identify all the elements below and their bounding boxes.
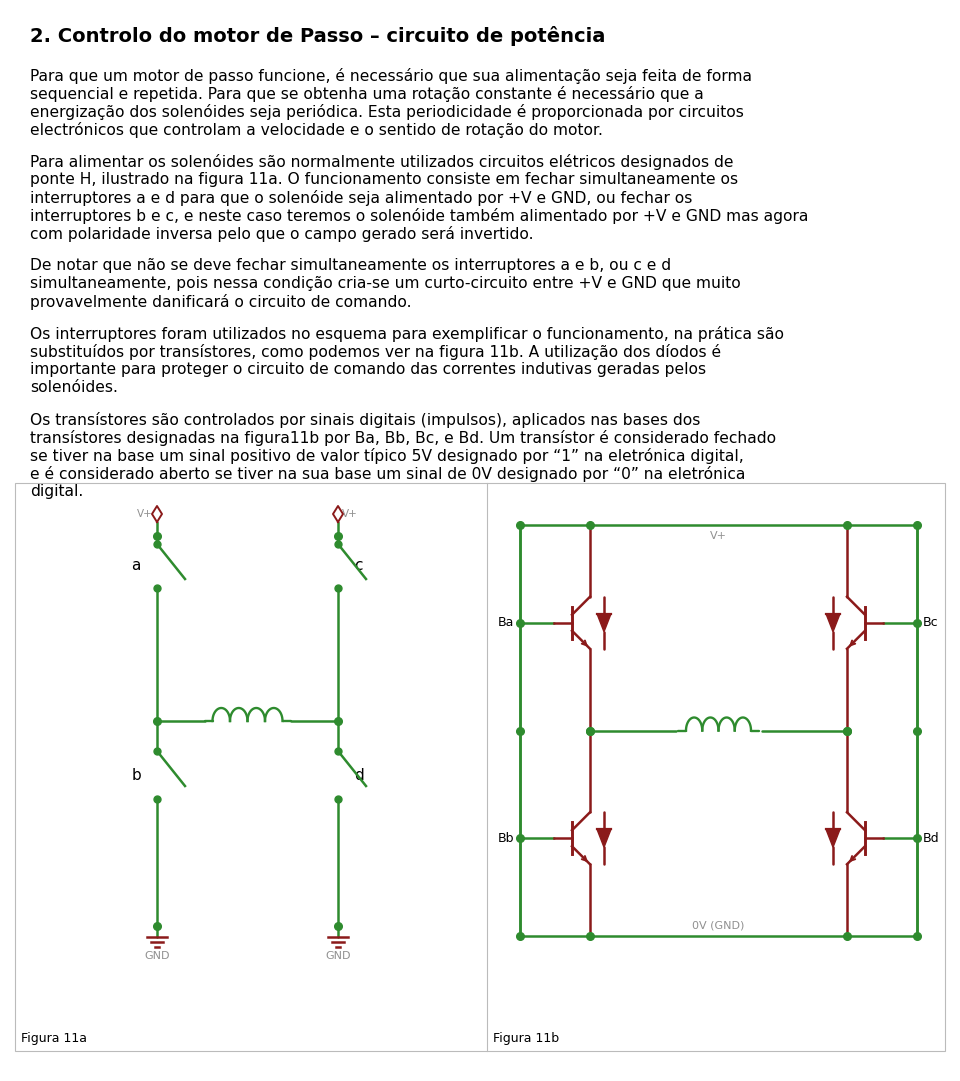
- Text: solenóides.: solenóides.: [30, 381, 118, 395]
- Text: Bb: Bb: [497, 831, 514, 844]
- Text: Para que um motor de passo funcione, é necessário que sua alimentação seja feita: Para que um motor de passo funcione, é n…: [30, 68, 752, 84]
- Text: e é considerado aberto se tiver na sua base um sinal de 0V designado por “0” na : e é considerado aberto se tiver na sua b…: [30, 466, 745, 482]
- Text: Figura 11b: Figura 11b: [493, 1032, 559, 1045]
- Polygon shape: [826, 614, 840, 631]
- Text: interruptores b e c, e neste caso teremos o solenóide também alimentado por +V e: interruptores b e c, e neste caso teremo…: [30, 208, 808, 224]
- Text: interruptores a e d para que o solenóide seja alimentado por +V e GND, ou fechar: interruptores a e d para que o solenóide…: [30, 190, 692, 206]
- Polygon shape: [597, 614, 611, 631]
- Text: Os transístores são controlados por sinais digitais (impulsos), aplicados nas ba: Os transístores são controlados por sina…: [30, 412, 701, 428]
- Text: V+: V+: [342, 509, 358, 519]
- Text: Ba: Ba: [497, 616, 514, 629]
- Text: GND: GND: [325, 951, 350, 961]
- Text: De notar que não se deve fechar simultaneamente os interruptores a e b, ou c e d: De notar que não se deve fechar simultan…: [30, 258, 671, 273]
- Text: Figura 11a: Figura 11a: [21, 1032, 87, 1045]
- Text: b: b: [132, 768, 141, 783]
- Text: Para alimentar os solenóides são normalmente utilizados circuitos elétricos desi: Para alimentar os solenóides são normalm…: [30, 154, 733, 170]
- Text: electrónicos que controlam a velocidade e o sentido de rotação do motor.: electrónicos que controlam a velocidade …: [30, 122, 603, 138]
- Text: substituídos por transístores, como podemos ver na figura 11b. A utilização dos : substituídos por transístores, como pode…: [30, 344, 721, 360]
- Bar: [15, 483, 945, 1051]
- Text: V+: V+: [137, 509, 153, 519]
- Text: GND: GND: [144, 951, 170, 961]
- Text: Bd: Bd: [923, 831, 940, 844]
- Text: a: a: [132, 559, 141, 574]
- Text: V+: V+: [710, 531, 727, 540]
- Text: transístores designadas na figura11b por Ba, Bb, Bc, e Bd. Um transístor é consi: transístores designadas na figura11b por…: [30, 430, 776, 446]
- Text: se tiver na base um sinal positivo de valor típico 5V designado por “1” na eletr: se tiver na base um sinal positivo de va…: [30, 448, 744, 464]
- Text: simultaneamente, pois nessa condição cria-se um curto-circuito entre +V e GND qu: simultaneamente, pois nessa condição cri…: [30, 276, 741, 291]
- Text: 0V (GND): 0V (GND): [692, 921, 745, 931]
- Text: 2. Controlo do motor de Passo – circuito de potência: 2. Controlo do motor de Passo – circuito…: [30, 26, 606, 46]
- Polygon shape: [826, 829, 840, 848]
- Text: Bc: Bc: [923, 616, 939, 629]
- Text: digital.: digital.: [30, 484, 84, 499]
- Text: c: c: [354, 559, 363, 574]
- Text: Os interruptores foram utilizados no esquema para exemplificar o funcionamento, : Os interruptores foram utilizados no esq…: [30, 326, 784, 342]
- Text: energização dos solenóides seja periódica. Esta periodicidade é proporcionada po: energização dos solenóides seja periódic…: [30, 104, 744, 120]
- Text: importante para proteger o circuito de comando das correntes indutivas geradas p: importante para proteger o circuito de c…: [30, 362, 707, 377]
- Text: provavelmente danificará o circuito de comando.: provavelmente danificará o circuito de c…: [30, 294, 412, 310]
- Text: ponte H, ilustrado na figura 11a. O funcionamento consiste em fechar simultaneam: ponte H, ilustrado na figura 11a. O func…: [30, 172, 738, 187]
- Polygon shape: [597, 829, 611, 848]
- Text: com polaridade inversa pelo que o campo gerado será invertido.: com polaridade inversa pelo que o campo …: [30, 226, 534, 242]
- Text: sequencial e repetida. Para que se obtenha uma rotação constante é necessário qu: sequencial e repetida. Para que se obten…: [30, 86, 704, 102]
- Text: d: d: [354, 768, 364, 783]
